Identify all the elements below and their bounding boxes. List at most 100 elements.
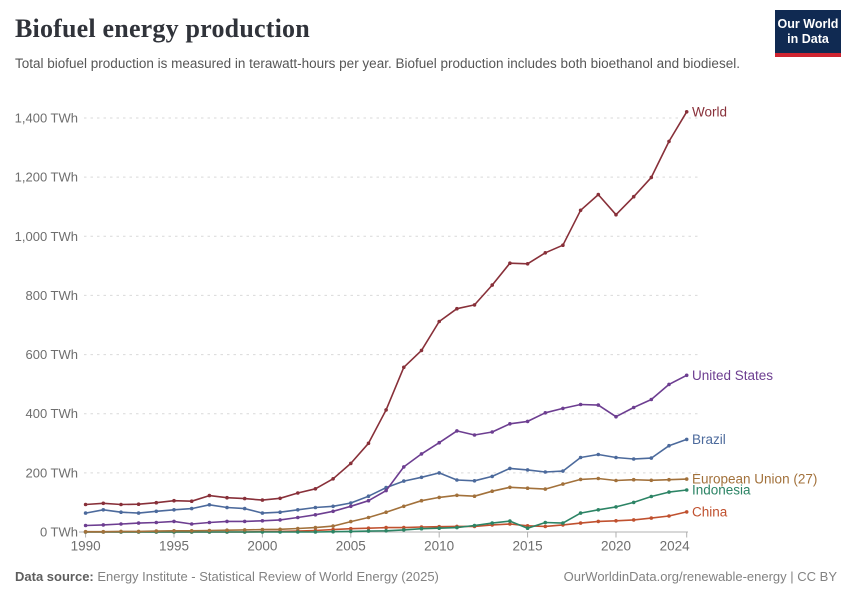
point-brazil-2021[interactable] — [631, 457, 636, 461]
point-united-states-1991[interactable] — [101, 523, 106, 527]
point-world-2002[interactable] — [296, 491, 300, 495]
point-european-union-27-1995[interactable] — [172, 529, 176, 533]
point-indonesia-2007[interactable] — [384, 529, 388, 533]
point-world-1990[interactable] — [83, 502, 88, 507]
point-european-union-27-2019[interactable] — [596, 476, 601, 481]
point-united-states-2008[interactable] — [402, 465, 406, 469]
point-united-states-2005[interactable] — [349, 504, 353, 509]
point-world-2020[interactable] — [614, 212, 618, 217]
point-world-1999[interactable] — [242, 496, 247, 501]
point-united-states-2021[interactable] — [631, 405, 636, 410]
point-world-2001[interactable] — [278, 496, 282, 501]
point-indonesia-2003[interactable] — [313, 530, 318, 534]
point-european-union-27-1994[interactable] — [154, 529, 159, 533]
series-label-brazil[interactable]: Brazil — [692, 432, 726, 447]
point-indonesia-2024[interactable] — [684, 488, 689, 492]
point-brazil-1995[interactable] — [172, 508, 176, 512]
point-european-union-27-2013[interactable] — [490, 489, 495, 494]
point-european-union-27-2024[interactable] — [684, 477, 689, 481]
point-brazil-2012[interactable] — [472, 479, 477, 483]
point-brazil-2022[interactable] — [649, 456, 654, 460]
point-world-2009[interactable] — [419, 348, 424, 353]
point-brazil-2006[interactable] — [366, 494, 371, 499]
point-european-union-27-2002[interactable] — [296, 526, 300, 531]
point-indonesia-2018[interactable] — [578, 511, 583, 515]
point-brazil-2001[interactable] — [278, 510, 282, 514]
point-united-states-1992[interactable] — [119, 522, 123, 526]
point-european-union-27-2014[interactable] — [508, 485, 512, 490]
point-world-2012[interactable] — [472, 303, 477, 307]
point-china-2014[interactable] — [508, 522, 512, 526]
point-world-2017[interactable] — [561, 243, 565, 247]
point-brazil-2003[interactable] — [313, 505, 318, 510]
point-european-union-27-1997[interactable] — [207, 528, 212, 533]
point-united-states-2007[interactable] — [384, 488, 388, 493]
owid-logo[interactable]: Our World in Data — [775, 10, 841, 57]
point-indonesia-2011[interactable] — [455, 525, 459, 530]
point-united-states-2014[interactable] — [508, 422, 512, 426]
point-world-1994[interactable] — [154, 500, 159, 505]
point-united-states-2001[interactable] — [278, 518, 282, 522]
point-united-states-2022[interactable] — [649, 397, 654, 402]
point-world-1991[interactable] — [101, 501, 106, 506]
point-world-2007[interactable] — [384, 408, 388, 412]
point-china-2020[interactable] — [614, 519, 618, 523]
point-united-states-2011[interactable] — [455, 429, 459, 433]
point-world-2004[interactable] — [331, 477, 335, 481]
point-european-union-27-2000[interactable] — [260, 527, 265, 532]
point-world-2010[interactable] — [437, 319, 442, 324]
point-european-union-27-2009[interactable] — [419, 498, 424, 503]
point-brazil-1991[interactable] — [101, 508, 106, 512]
point-world-2013[interactable] — [490, 283, 495, 287]
line-united-states[interactable] — [85, 374, 688, 527]
point-european-union-27-2021[interactable] — [631, 477, 636, 482]
point-european-union-27-2006[interactable] — [366, 515, 371, 520]
point-china-2023[interactable] — [667, 514, 671, 518]
point-european-union-27-1993[interactable] — [136, 529, 141, 534]
point-brazil-2016[interactable] — [543, 470, 548, 474]
point-indonesia-2021[interactable] — [631, 500, 636, 505]
point-united-states-2004[interactable] — [331, 509, 335, 514]
point-brazil-2008[interactable] — [402, 479, 406, 483]
point-united-states-2000[interactable] — [260, 519, 265, 523]
point-indonesia-2005[interactable] — [349, 529, 353, 534]
point-european-union-27-2018[interactable] — [578, 477, 583, 482]
point-china-2007[interactable] — [384, 525, 388, 530]
point-united-states-2009[interactable] — [419, 452, 424, 456]
point-european-union-27-2003[interactable] — [313, 525, 318, 530]
point-world-1995[interactable] — [172, 498, 176, 503]
point-world-2005[interactable] — [349, 461, 353, 466]
point-european-union-27-2004[interactable] — [331, 524, 335, 528]
point-brazil-2020[interactable] — [614, 455, 618, 460]
point-united-states-1998[interactable] — [225, 519, 229, 524]
point-world-2011[interactable] — [455, 306, 459, 311]
point-brazil-1997[interactable] — [207, 503, 212, 507]
point-indonesia-2019[interactable] — [596, 508, 601, 512]
point-european-union-27-1991[interactable] — [101, 529, 106, 534]
point-european-union-27-2001[interactable] — [278, 527, 282, 532]
point-european-union-27-2015[interactable] — [525, 486, 530, 491]
point-indonesia-2020[interactable] — [614, 505, 618, 509]
point-european-union-27-2017[interactable] — [561, 482, 565, 486]
point-brazil-1990[interactable] — [83, 511, 88, 515]
point-world-2000[interactable] — [260, 498, 265, 502]
point-brazil-2010[interactable] — [437, 471, 442, 475]
point-united-states-2020[interactable] — [614, 414, 618, 419]
point-united-states-1993[interactable] — [136, 521, 141, 525]
point-european-union-27-2016[interactable] — [543, 487, 548, 491]
point-indonesia-2001[interactable] — [278, 530, 282, 534]
point-china-2018[interactable] — [578, 521, 583, 525]
point-world-2021[interactable] — [631, 194, 636, 199]
point-indonesia-2010[interactable] — [437, 526, 442, 530]
point-united-states-2015[interactable] — [525, 419, 530, 424]
point-united-states-1995[interactable] — [172, 519, 176, 524]
point-brazil-2014[interactable] — [508, 466, 512, 471]
point-indonesia-2014[interactable] — [508, 519, 512, 523]
series-label-indonesia[interactable]: Indonesia — [692, 483, 751, 498]
point-european-union-27-1996[interactable] — [189, 529, 194, 533]
point-brazil-2009[interactable] — [419, 475, 424, 480]
point-brazil-2004[interactable] — [331, 504, 335, 509]
point-world-2018[interactable] — [578, 208, 583, 213]
point-world-2023[interactable] — [667, 139, 671, 144]
point-united-states-2012[interactable] — [472, 433, 477, 437]
